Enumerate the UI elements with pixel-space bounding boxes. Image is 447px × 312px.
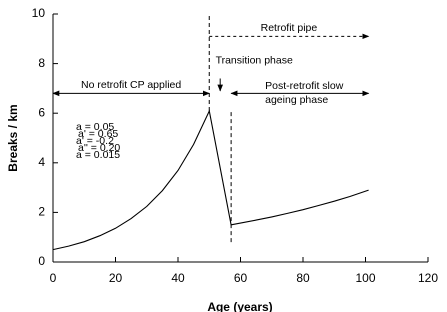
annotation: Transition phase [216,54,293,66]
x-tick-label: 0 [50,271,57,285]
y-tick-label: 0 [38,254,45,268]
x-axis-label: Age (years) [207,300,272,312]
annotation: ageing phase [265,94,328,106]
annotation: Retrofit pipe [261,22,318,34]
y-tick-label: 10 [32,6,46,20]
annotation: Post-retrofit slow [265,80,344,92]
parameter-label: a = 0.05 [76,121,114,133]
annotation: No retrofit CP applied [81,79,181,91]
x-tick-label: 20 [109,271,123,285]
y-tick-label: 6 [38,105,45,119]
curve [52,109,369,251]
x-tick-label: 40 [171,271,185,285]
parameter-label: a = 0.015 [76,149,120,161]
parameter-label: a'' = 0.20 [78,142,120,154]
parameter-label: a' = -0.2 [76,135,114,147]
y-axis-label: Breaks / km [6,104,20,171]
x-tick-label: 80 [296,271,310,285]
x-tick-label: 120 [418,271,438,285]
x-tick-label: 100 [355,271,375,285]
y-tick-label: 2 [38,205,45,219]
x-tick-label: 60 [234,271,248,285]
parameter-label: a' = 0.65 [78,128,118,140]
y-tick-label: 4 [38,155,45,169]
y-tick-label: 8 [38,56,45,70]
